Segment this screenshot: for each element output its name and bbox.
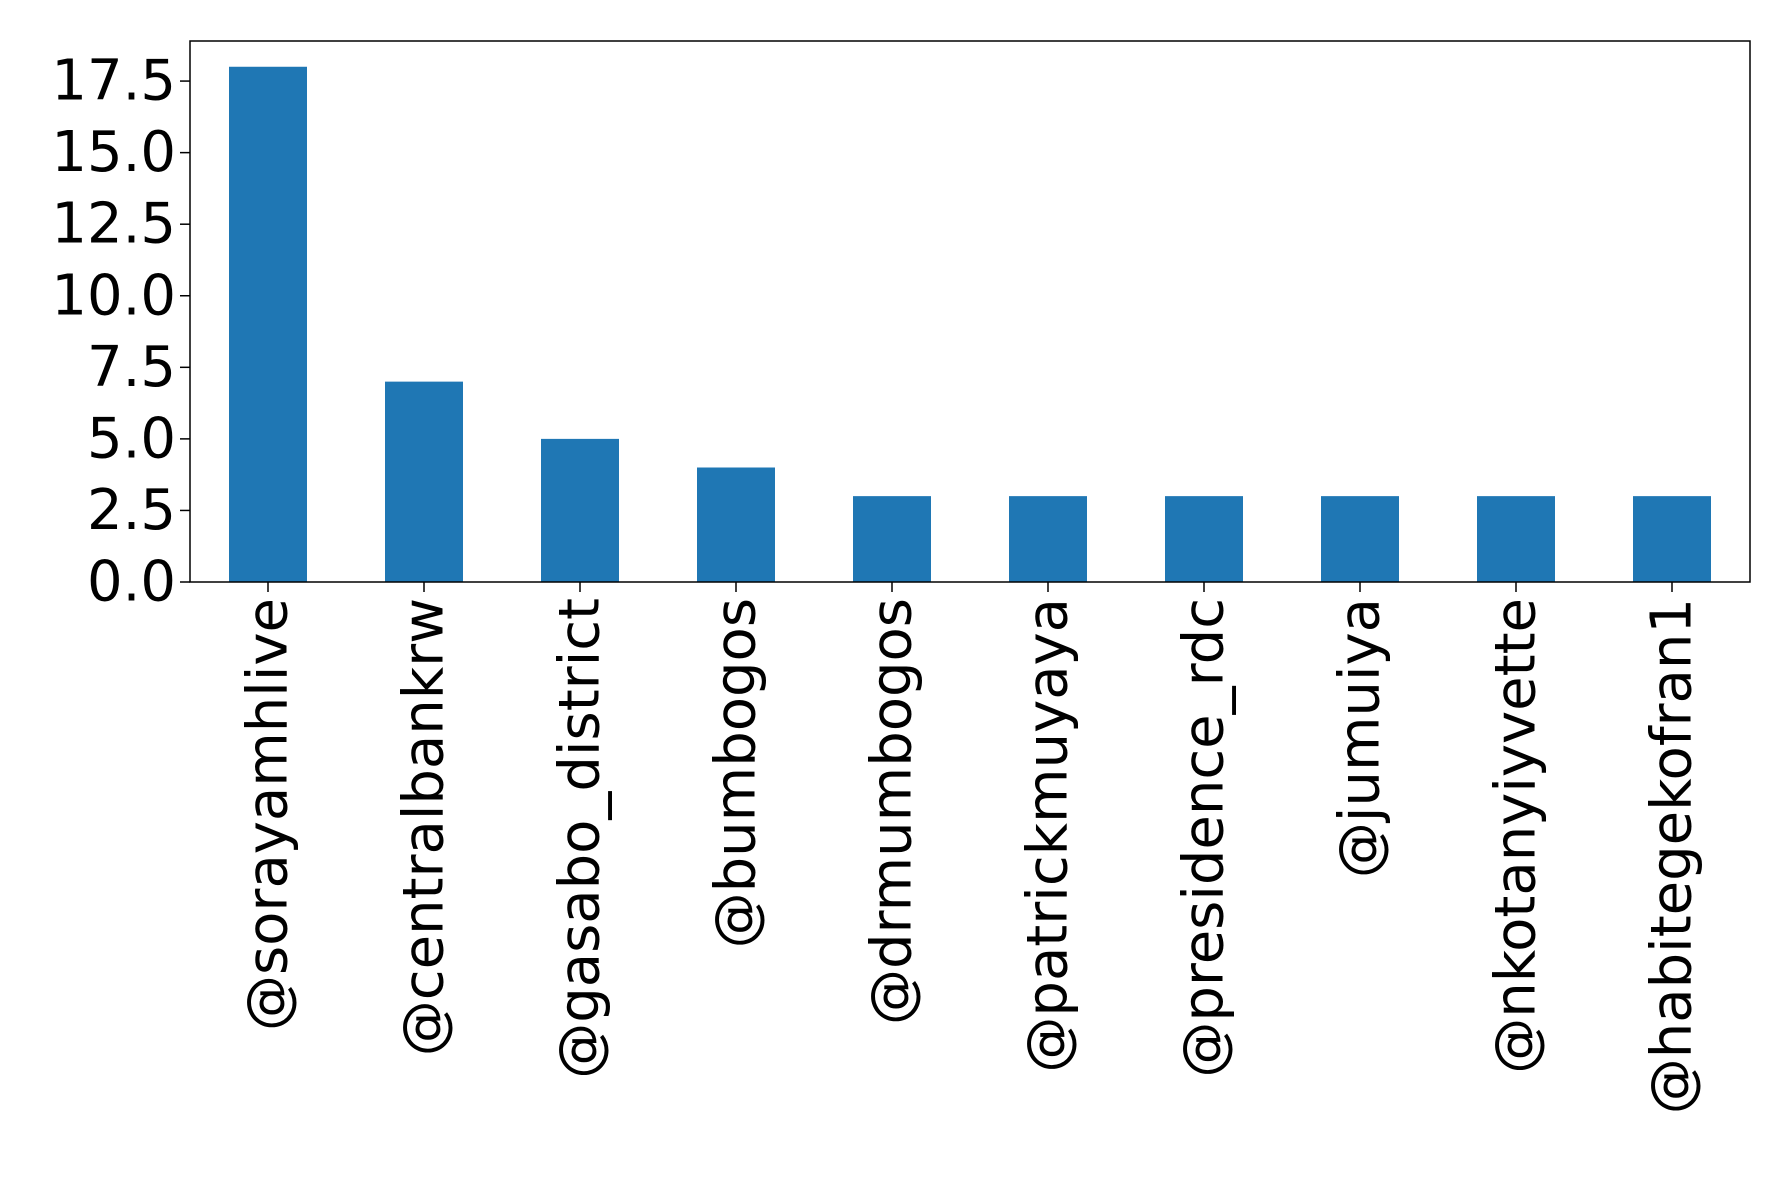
y-tick-label: 10.0: [51, 263, 176, 328]
x-tick-label: @centralbankrw: [392, 598, 457, 1056]
x-tick-label: @habitegekofran1: [1640, 598, 1705, 1114]
bar-centralbankrw: [385, 381, 463, 582]
x-tick-label: @nkotanyiyvette: [1484, 598, 1549, 1074]
x-tick-label: @presidence_rdc: [1172, 598, 1237, 1078]
x-tick-label: @sorayamhlive: [236, 598, 301, 1031]
bar-bumbogos: [697, 467, 775, 582]
y-tick-label: 17.5: [51, 49, 176, 114]
bar-habitegekofran1: [1633, 496, 1711, 582]
y-tick-label: 15.0: [51, 120, 176, 185]
bar-jumuiya: [1321, 496, 1399, 582]
x-tick-label: @drmumbogos: [860, 598, 925, 1025]
x-tick-label: @jumuiya: [1328, 598, 1393, 878]
y-tick-label: 7.5: [87, 335, 176, 400]
bar-drmumbogos: [853, 496, 931, 582]
y-tick-label: 2.5: [87, 478, 176, 543]
plot-frame: [189, 40, 1751, 583]
bars-group: [229, 66, 1711, 582]
bar-sorayamhlive: [229, 66, 307, 582]
x-tick-label: @gasabo_district: [548, 598, 613, 1079]
x-tick-label: @bumbogos: [704, 598, 769, 948]
y-tick-label: 0.0: [87, 550, 176, 615]
bar-nkotanyiyvette: [1477, 496, 1555, 582]
bar-presidence-rdc: [1165, 496, 1243, 582]
x-tick-label: @patrickmuyaya: [1016, 598, 1081, 1073]
y-axis: 0.0 2.5 5.07.5 10.012.5 15.017.5: [51, 49, 190, 615]
bar-gasabo-district: [541, 438, 619, 582]
y-tick-label: 12.5: [51, 192, 176, 257]
bar-patrickmuyaya: [1009, 496, 1087, 582]
y-tick-label: 5.0: [87, 406, 176, 471]
x-axis: @sorayamhlive @centralbankrw @gasabo_distr…: [236, 582, 1705, 1114]
